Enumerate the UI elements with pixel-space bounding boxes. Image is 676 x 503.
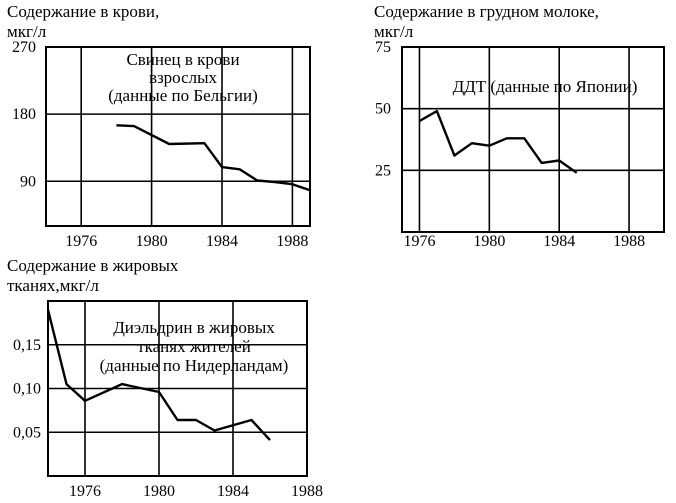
x-axis-ticks: 1976 1980 1984 1988 [69, 483, 323, 500]
series-line [46, 309, 271, 441]
y-tick-label: 50 [375, 101, 391, 118]
series-line [116, 124, 311, 192]
x-tick-label: 1984 [543, 233, 575, 250]
annotation-line-1: Свинец в крови [126, 50, 239, 69]
annotation: Диэльдрин в жировых тканях жителей (данн… [100, 318, 289, 375]
y-axis-label: мкг/л [374, 22, 414, 41]
annotation-line-3: (данные по Бельгии) [108, 86, 258, 105]
x-tick-label: 1984 [217, 483, 249, 500]
y-tick-label: 0,05 [13, 424, 41, 441]
chart-breast-milk-ddt: Содержание в грудном молоке, мкг/л ДДТ (… [374, 2, 665, 250]
y-tick-label: 75 [375, 39, 391, 56]
annotation-line-1: ДДТ (данные по Японии) [453, 77, 638, 96]
plot-frame [401, 46, 665, 233]
y-axis-ticks: 0,15 0,10 0,05 [13, 337, 41, 442]
x-tick-label: 1984 [206, 233, 238, 250]
x-tick-label: 1980 [473, 233, 505, 250]
series [116, 124, 311, 192]
annotation: Свинец в крови взрослых (данные по Бельг… [108, 50, 258, 105]
x-axis-ticks: 1976 1980 1984 1988 [403, 233, 645, 250]
chart-title-line-2: тканях,мкг/л [7, 276, 99, 295]
y-tick-label: 90 [20, 173, 36, 190]
y-tick-label: 270 [12, 39, 36, 56]
grid [402, 47, 664, 232]
x-tick-label: 1988 [276, 233, 308, 250]
x-axis-ticks: 1976 1980 1984 1988 [65, 233, 308, 250]
x-tick-label: 1988 [613, 233, 645, 250]
annotation-line-2: взрослых [149, 68, 218, 87]
x-tick-label: 1980 [136, 233, 168, 250]
x-tick-label: 1980 [143, 483, 175, 500]
x-tick-label: 1976 [403, 233, 435, 250]
y-tick-label: 180 [12, 106, 36, 123]
plot-frame [45, 46, 311, 227]
y-tick-label: 0,10 [13, 381, 41, 398]
annotation: ДДТ (данные по Японии) [453, 77, 638, 96]
chart-blood-lead: Содержание в крови, мкг/л Свинец в крови… [7, 2, 311, 250]
series-line [418, 109, 578, 174]
chart-fat-tissue-dieldrin: Содержание в жировых тканях,мкг/л Диэльд… [7, 256, 323, 500]
annotation-line-3: (данные по Нидерландам) [100, 356, 289, 375]
annotation-line-1: Диэльдрин в жировых [113, 318, 275, 337]
chart-title: Содержание в жировых [7, 256, 179, 275]
chart-title: Содержание в крови, [7, 2, 159, 21]
chart-title: Содержание в грудном молоке, [374, 2, 599, 21]
y-tick-label: 0,15 [13, 337, 41, 354]
y-axis-ticks: 75 50 25 [375, 39, 391, 179]
x-tick-label: 1976 [65, 233, 97, 250]
annotation-line-2: тканях жителей [137, 337, 251, 356]
y-tick-label: 25 [375, 162, 391, 179]
x-tick-label: 1988 [291, 483, 323, 500]
y-axis-label: мкг/л [7, 22, 47, 41]
x-tick-label: 1976 [69, 483, 101, 500]
y-axis-ticks: 270 180 90 [12, 39, 36, 190]
series [46, 309, 271, 441]
series [418, 109, 578, 174]
